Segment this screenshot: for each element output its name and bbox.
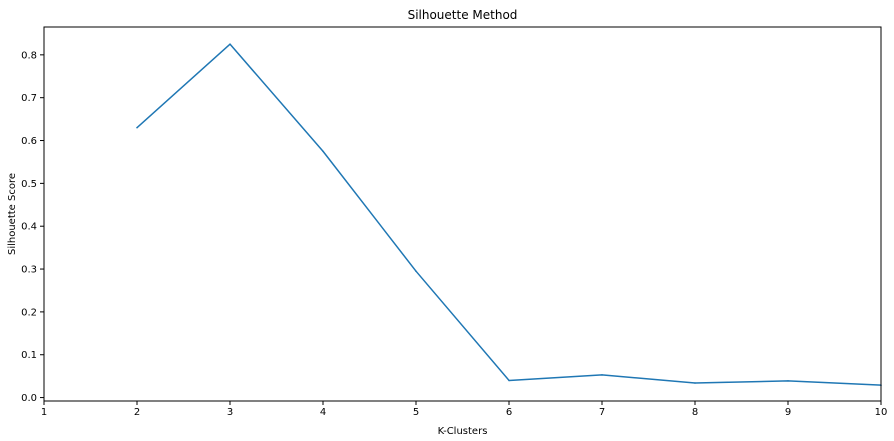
- x-tick-label: 9: [785, 407, 791, 418]
- x-tick-label: 8: [692, 407, 698, 418]
- data-point: [322, 150, 324, 153]
- y-tick-label: 0.4: [21, 222, 37, 233]
- plot-background: [44, 27, 881, 401]
- y-tick-label: 0.5: [21, 179, 37, 190]
- x-tick-label: 1: [41, 407, 47, 418]
- x-axis-ticks: 1 2 3 4 5 6 7 8 9 10: [41, 401, 888, 418]
- x-tick-label: 3: [227, 407, 233, 418]
- y-tick-label: 0.3: [21, 265, 37, 276]
- y-tick-label: 0.1: [21, 350, 37, 361]
- series-layer: [136, 43, 882, 386]
- y-tick-label: 0.0: [21, 393, 37, 404]
- y-tick-label: 0.8: [21, 50, 37, 61]
- x-tick-label: 6: [506, 407, 512, 418]
- x-tick-label: 2: [134, 407, 140, 418]
- chart-title: Silhouette Method: [408, 8, 518, 22]
- data-point: [508, 379, 510, 382]
- data-point: [136, 126, 138, 129]
- x-tick-label: 10: [875, 407, 888, 418]
- x-tick-label: 7: [599, 407, 605, 418]
- y-tick-label: 0.7: [21, 93, 37, 104]
- y-axis-label: Silhouette Score: [7, 173, 18, 255]
- x-axis-label: K-Clusters: [438, 426, 488, 437]
- data-point: [415, 270, 417, 272]
- data-point: [787, 380, 789, 382]
- data-point: [694, 382, 696, 384]
- axes-frame: [43, 26, 882, 402]
- data-point: [601, 374, 603, 376]
- y-tick-label: 0.6: [21, 136, 37, 147]
- data-point: [229, 43, 231, 45]
- x-tick-label: 4: [320, 407, 326, 418]
- y-tick-label: 0.2: [21, 307, 37, 318]
- y-axis-ticks: 0.0 0.1 0.2 0.3 0.4 0.5 0.6 0.7 0.8: [21, 50, 44, 404]
- x-tick-label: 5: [413, 407, 419, 418]
